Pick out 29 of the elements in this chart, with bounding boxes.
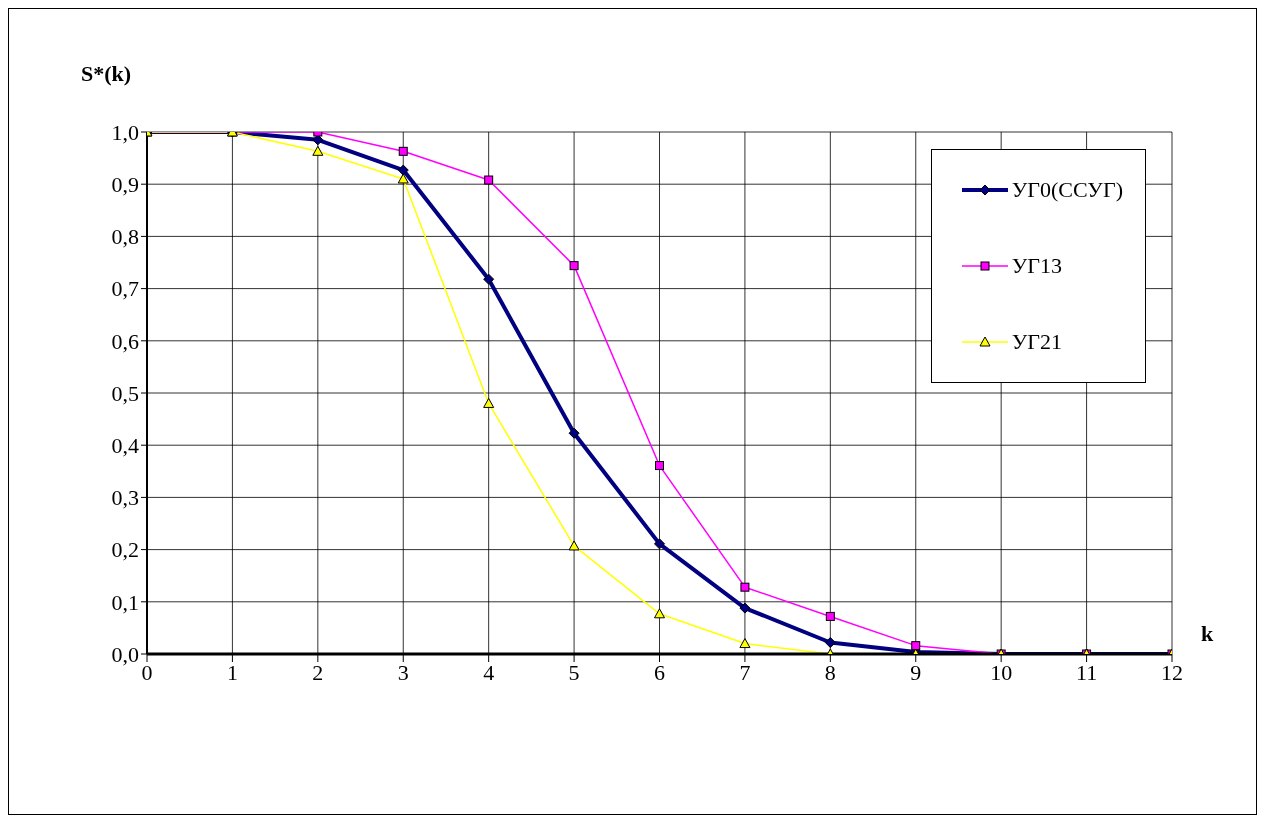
y-tick-label: 0,6 bbox=[111, 328, 139, 354]
x-tick-label: 11 bbox=[1075, 659, 1098, 685]
y-tick-label: 0,1 bbox=[111, 589, 139, 615]
y-tick-label: 0,3 bbox=[111, 485, 139, 511]
x-tick-label: 4 bbox=[483, 659, 495, 685]
x-tick-label: 1 bbox=[226, 659, 238, 685]
x-tick-label: 8 bbox=[824, 659, 836, 685]
y-tick-label: 0,0 bbox=[111, 641, 139, 667]
x-tick-label: 2 bbox=[312, 659, 324, 685]
y-tick-label: 0,5 bbox=[111, 380, 139, 406]
y-tick-label: 0,4 bbox=[111, 433, 139, 459]
legend-label: УГ0(ССУГ) bbox=[1011, 177, 1123, 203]
x-tick-label: 10 bbox=[990, 659, 1013, 685]
legend-label: УГ21 bbox=[1011, 329, 1062, 355]
x-tick-label: 0 bbox=[141, 659, 153, 685]
x-tick-label: 9 bbox=[910, 659, 922, 685]
y-tick-label: 0,9 bbox=[111, 172, 139, 198]
x-tick-label: 3 bbox=[397, 659, 409, 685]
y-tick-label: 1,0 bbox=[111, 119, 139, 145]
x-axis-title: k bbox=[1201, 621, 1214, 647]
x-tick-label: 5 bbox=[568, 659, 580, 685]
legend-label: УГ13 bbox=[1011, 253, 1062, 279]
y-tick-label: 0,2 bbox=[111, 537, 139, 563]
x-tick-label: 6 bbox=[654, 659, 665, 685]
y-tick-label: 0,8 bbox=[111, 224, 139, 250]
x-tick-label: 12 bbox=[1161, 659, 1183, 685]
x-tick-label: 7 bbox=[739, 659, 751, 685]
y-tick-label: 0,7 bbox=[111, 276, 139, 302]
y-axis-title: S*(k) bbox=[81, 61, 132, 87]
